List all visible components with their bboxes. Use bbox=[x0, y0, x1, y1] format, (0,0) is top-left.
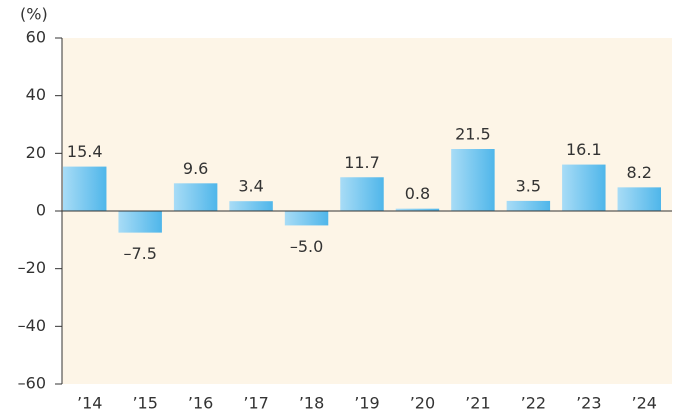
x-tick-label: ’24 bbox=[632, 394, 657, 413]
bar bbox=[173, 183, 218, 211]
x-tick-label: ’19 bbox=[354, 394, 379, 413]
x-tick-label: ’14 bbox=[77, 394, 102, 413]
value-label: –5.0 bbox=[290, 237, 323, 256]
y-tick-label: 40 bbox=[26, 85, 46, 104]
bar bbox=[395, 208, 440, 211]
x-tick-label: ’18 bbox=[299, 394, 324, 413]
value-label: 9.6 bbox=[183, 159, 208, 178]
value-label: 15.4 bbox=[67, 142, 103, 161]
x-tick-label: ’22 bbox=[521, 394, 546, 413]
y-tick-label: 0 bbox=[36, 201, 46, 220]
value-label: 3.5 bbox=[516, 176, 541, 195]
x-tick-label: ’20 bbox=[410, 394, 435, 413]
bar bbox=[229, 201, 273, 211]
y-tick-label: 20 bbox=[26, 143, 46, 162]
bar bbox=[617, 187, 661, 211]
x-tick-label: ’15 bbox=[132, 394, 157, 413]
value-label: 8.2 bbox=[627, 163, 652, 182]
bar bbox=[451, 149, 495, 211]
value-label: –7.5 bbox=[123, 244, 156, 263]
x-tick-label: ’21 bbox=[465, 394, 490, 413]
x-tick-label: ’17 bbox=[243, 394, 268, 413]
value-label: 0.8 bbox=[405, 184, 430, 203]
value-label: 16.1 bbox=[566, 140, 602, 159]
value-label: 11.7 bbox=[344, 153, 380, 172]
bar bbox=[562, 164, 606, 211]
y-tick-label: –40 bbox=[18, 316, 46, 335]
bar bbox=[284, 211, 329, 226]
bar bbox=[340, 177, 384, 211]
bar bbox=[506, 200, 551, 211]
x-tick-label: ’16 bbox=[188, 394, 213, 413]
value-label: 3.4 bbox=[238, 177, 263, 196]
y-tick-label: –20 bbox=[18, 258, 46, 277]
bar bbox=[63, 166, 107, 211]
value-label: 21.5 bbox=[455, 125, 491, 144]
y-unit-label: (%) bbox=[20, 5, 48, 24]
y-tick-label: –60 bbox=[18, 374, 46, 393]
x-tick-label: ’23 bbox=[576, 394, 601, 413]
bar bbox=[118, 211, 162, 233]
y-tick-label: 60 bbox=[26, 28, 46, 47]
